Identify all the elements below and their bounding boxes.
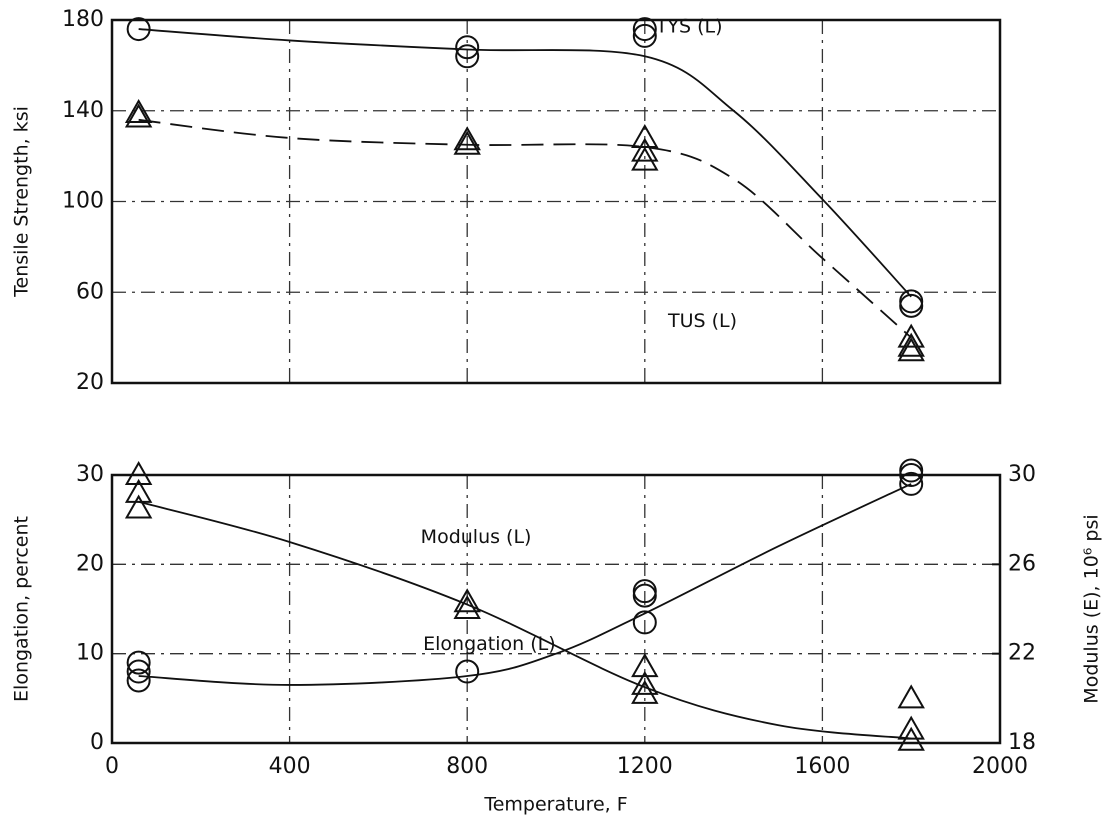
y-tick-label: 0	[90, 730, 104, 755]
y2-tick-label: 26	[1008, 551, 1036, 576]
x-tick-label: 800	[446, 754, 488, 779]
plot-frame	[110, 18, 1002, 385]
x-tick-label: 1200	[617, 754, 673, 779]
y-tick-label: 20	[76, 370, 104, 395]
data-point	[899, 293, 924, 318]
series-label: TYS (L)	[655, 15, 723, 37]
series-line	[138, 28, 912, 298]
data-point	[124, 494, 153, 519]
plot-frame	[110, 473, 1002, 745]
data-point	[897, 684, 925, 709]
x-axis-label: Temperature, F	[483, 794, 627, 816]
series-line	[138, 500, 912, 740]
y-tick-label: 140	[62, 98, 104, 123]
data-point	[631, 146, 659, 171]
data-point	[124, 478, 153, 503]
data-point	[455, 35, 480, 60]
data-point	[897, 337, 925, 362]
data-point	[126, 17, 151, 42]
y-tick-label: 30	[76, 462, 104, 487]
data-point	[124, 103, 153, 128]
series-line	[138, 118, 912, 339]
data-point	[126, 650, 151, 675]
data-point	[897, 715, 925, 740]
series-line	[138, 483, 912, 686]
data-point	[632, 583, 657, 608]
series-label: Modulus (L)	[421, 526, 532, 548]
data-point	[899, 458, 924, 483]
data-point	[631, 670, 659, 695]
data-point	[897, 332, 925, 357]
data-point	[632, 23, 657, 48]
data-point	[632, 610, 657, 635]
y-tick-label: 60	[76, 279, 104, 304]
data-point	[453, 126, 481, 151]
series-label: TUS (L)	[667, 310, 737, 332]
data-point	[631, 137, 659, 162]
data-point	[899, 471, 924, 496]
data-point	[899, 463, 924, 487]
data-point	[126, 659, 151, 684]
y-tick-label: 20	[76, 551, 104, 576]
data-point	[899, 289, 924, 314]
y2-tick-label: 18	[1008, 730, 1036, 755]
data-point	[632, 17, 657, 42]
data-point	[631, 653, 659, 678]
data-point	[897, 726, 925, 751]
y-tick-label: 100	[62, 189, 104, 214]
y-tick-label: 180	[62, 7, 104, 32]
data-point	[455, 659, 480, 684]
data-point	[455, 44, 480, 69]
data-point	[897, 323, 925, 348]
x-tick-label: 400	[269, 754, 311, 779]
data-point	[631, 679, 659, 704]
x-tick-label: 1600	[794, 754, 850, 779]
data-point	[453, 594, 481, 619]
x-tick-label: 2000	[972, 754, 1028, 779]
y-axis-label: Elongation, percent	[11, 516, 33, 702]
y2-tick-label: 22	[1008, 641, 1036, 666]
y2-axis-label: Modulus (E), 10⁶ psi	[1081, 514, 1103, 703]
data-point	[453, 588, 481, 613]
x-tick-label: 0	[105, 754, 119, 779]
data-point	[124, 460, 153, 485]
data-point	[124, 99, 153, 124]
series-label: Elongation (L)	[423, 633, 556, 655]
y2-tick-label: 30	[1008, 462, 1036, 487]
y-tick-label: 10	[76, 641, 104, 666]
data-point	[453, 130, 481, 155]
y-axis-label: Tensile Strength, ksi	[11, 106, 33, 298]
data-point	[126, 668, 151, 693]
